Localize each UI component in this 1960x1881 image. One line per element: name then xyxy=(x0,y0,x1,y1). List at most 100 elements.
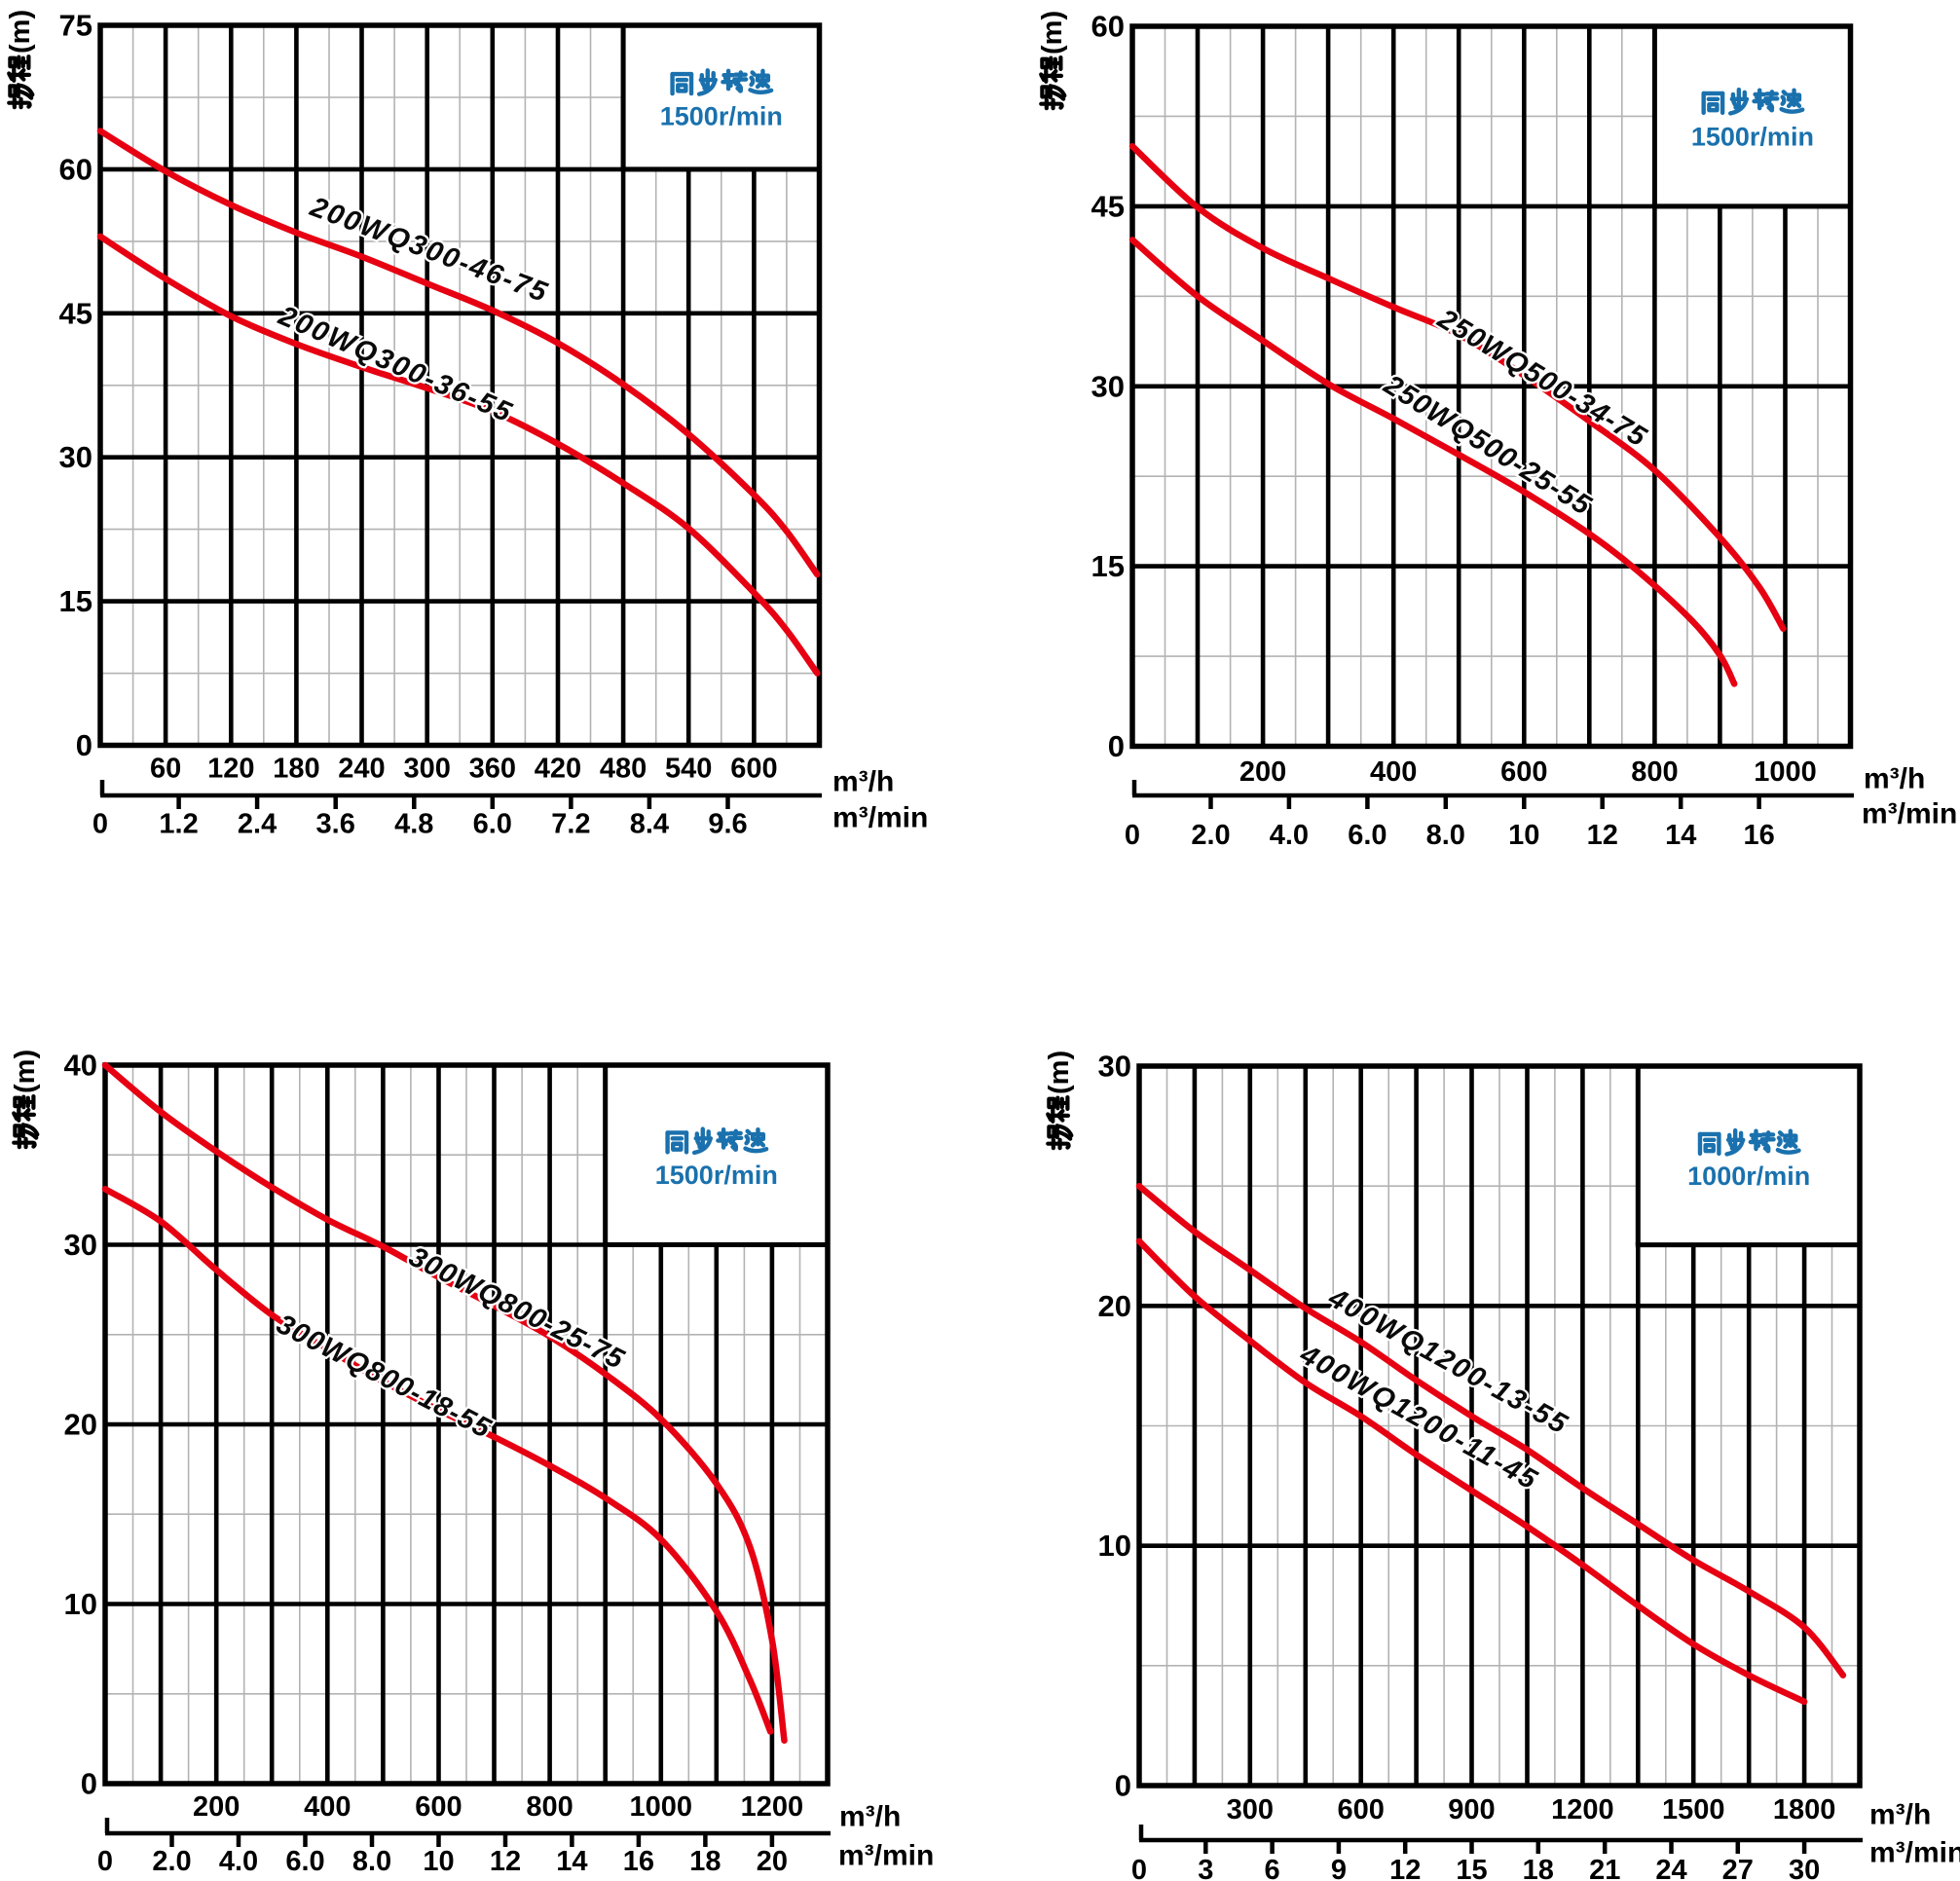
svg-text:1200: 1200 xyxy=(741,1791,804,1823)
svg-text:10: 10 xyxy=(423,1846,454,1877)
svg-text:1000: 1000 xyxy=(1754,756,1817,788)
svg-text:60: 60 xyxy=(59,152,92,186)
svg-text:2.0: 2.0 xyxy=(1191,820,1230,851)
svg-text:3.6: 3.6 xyxy=(316,809,355,840)
svg-text:480: 480 xyxy=(600,754,647,785)
svg-text:(m): (m) xyxy=(1044,1051,1075,1094)
svg-text:m³/h: m³/h xyxy=(832,766,894,798)
svg-text:45: 45 xyxy=(59,296,92,330)
svg-text:300: 300 xyxy=(1227,1794,1274,1826)
svg-text:0: 0 xyxy=(92,809,108,840)
svg-text:600: 600 xyxy=(415,1791,462,1823)
svg-text:200: 200 xyxy=(193,1791,240,1823)
svg-text:1500r/min: 1500r/min xyxy=(1691,123,1814,152)
svg-text:30: 30 xyxy=(1789,1855,1820,1881)
svg-text:24: 24 xyxy=(1655,1855,1686,1881)
svg-text:10: 10 xyxy=(1508,820,1539,851)
svg-text:8.0: 8.0 xyxy=(1426,820,1465,851)
svg-text:1800: 1800 xyxy=(1773,1794,1836,1826)
svg-text:240: 240 xyxy=(338,754,385,785)
svg-text:540: 540 xyxy=(665,754,712,785)
svg-text:600: 600 xyxy=(1338,1794,1385,1826)
svg-text:14: 14 xyxy=(1665,820,1696,851)
svg-text:15: 15 xyxy=(59,584,92,618)
svg-text:0: 0 xyxy=(97,1846,113,1877)
svg-text:400: 400 xyxy=(304,1791,351,1823)
svg-text:40: 40 xyxy=(64,1049,97,1083)
svg-text:10: 10 xyxy=(1098,1529,1131,1563)
svg-text:0: 0 xyxy=(81,1767,97,1801)
svg-text:m³/min: m³/min xyxy=(1862,798,1957,830)
svg-text:420: 420 xyxy=(535,754,581,785)
svg-text:m³/h: m³/h xyxy=(1869,1799,1931,1831)
svg-text:300: 300 xyxy=(404,754,451,785)
svg-text:m³/min: m³/min xyxy=(838,1840,934,1872)
svg-text:(m): (m) xyxy=(5,10,36,54)
svg-text:2.4: 2.4 xyxy=(238,809,277,840)
svg-text:0: 0 xyxy=(76,728,92,762)
svg-text:60: 60 xyxy=(1091,10,1125,44)
svg-text:6.0: 6.0 xyxy=(1348,820,1387,851)
svg-text:4.8: 4.8 xyxy=(394,809,433,840)
svg-text:1500r/min: 1500r/min xyxy=(655,1161,778,1190)
svg-text:200: 200 xyxy=(1239,756,1286,788)
svg-text:m³/min: m³/min xyxy=(1869,1837,1960,1869)
svg-text:9: 9 xyxy=(1331,1855,1347,1881)
svg-text:180: 180 xyxy=(273,754,319,785)
svg-text:16: 16 xyxy=(623,1846,654,1877)
svg-text:120: 120 xyxy=(207,754,254,785)
svg-text:30: 30 xyxy=(64,1228,97,1262)
svg-text:400: 400 xyxy=(1370,756,1417,788)
svg-text:900: 900 xyxy=(1448,1794,1495,1826)
svg-text:m³/h: m³/h xyxy=(1864,763,1925,795)
svg-text:3: 3 xyxy=(1198,1855,1213,1881)
svg-text:4.0: 4.0 xyxy=(1270,820,1309,851)
svg-text:75: 75 xyxy=(59,9,92,43)
svg-text:800: 800 xyxy=(1631,756,1678,788)
svg-text:7.2: 7.2 xyxy=(551,809,590,840)
svg-text:1200: 1200 xyxy=(1551,1794,1614,1826)
svg-text:18: 18 xyxy=(1523,1855,1554,1881)
svg-text:30: 30 xyxy=(1091,369,1125,403)
svg-text:(m): (m) xyxy=(10,1050,41,1093)
svg-text:20: 20 xyxy=(1098,1289,1131,1323)
svg-text:15: 15 xyxy=(1456,1855,1487,1881)
svg-text:1500: 1500 xyxy=(1662,1794,1725,1826)
svg-text:0: 0 xyxy=(1125,820,1140,851)
svg-text:12: 12 xyxy=(490,1846,521,1877)
svg-text:4.0: 4.0 xyxy=(219,1846,258,1877)
svg-text:6.0: 6.0 xyxy=(473,809,512,840)
svg-text:8.0: 8.0 xyxy=(352,1846,391,1877)
svg-text:(m): (m) xyxy=(1037,11,1068,55)
svg-text:600: 600 xyxy=(1500,756,1547,788)
svg-text:30: 30 xyxy=(59,440,92,474)
svg-text:12: 12 xyxy=(1389,1855,1421,1881)
svg-text:m³/min: m³/min xyxy=(832,802,928,834)
svg-text:45: 45 xyxy=(1091,189,1125,223)
svg-text:360: 360 xyxy=(469,754,516,785)
svg-text:8.4: 8.4 xyxy=(630,809,669,840)
svg-text:18: 18 xyxy=(689,1846,721,1877)
svg-text:m³/h: m³/h xyxy=(839,1801,901,1833)
svg-text:1500r/min: 1500r/min xyxy=(660,102,783,131)
svg-text:6.0: 6.0 xyxy=(285,1846,324,1877)
svg-text:1000: 1000 xyxy=(630,1791,693,1823)
svg-text:20: 20 xyxy=(64,1408,97,1442)
svg-text:6: 6 xyxy=(1265,1855,1280,1881)
svg-text:27: 27 xyxy=(1722,1855,1754,1881)
svg-text:2.0: 2.0 xyxy=(152,1846,191,1877)
svg-text:12: 12 xyxy=(1587,820,1618,851)
svg-text:16: 16 xyxy=(1743,820,1774,851)
svg-text:1000r/min: 1000r/min xyxy=(1687,1162,1810,1191)
svg-text:800: 800 xyxy=(526,1791,573,1823)
svg-text:600: 600 xyxy=(730,754,777,785)
svg-text:9.6: 9.6 xyxy=(708,809,747,840)
svg-text:15: 15 xyxy=(1091,549,1125,583)
svg-text:21: 21 xyxy=(1589,1855,1620,1881)
svg-text:1.2: 1.2 xyxy=(159,809,198,840)
svg-text:0: 0 xyxy=(1115,1769,1131,1803)
svg-text:20: 20 xyxy=(757,1846,788,1877)
svg-text:14: 14 xyxy=(556,1846,587,1877)
svg-text:60: 60 xyxy=(150,754,181,785)
svg-text:0: 0 xyxy=(1131,1855,1147,1881)
